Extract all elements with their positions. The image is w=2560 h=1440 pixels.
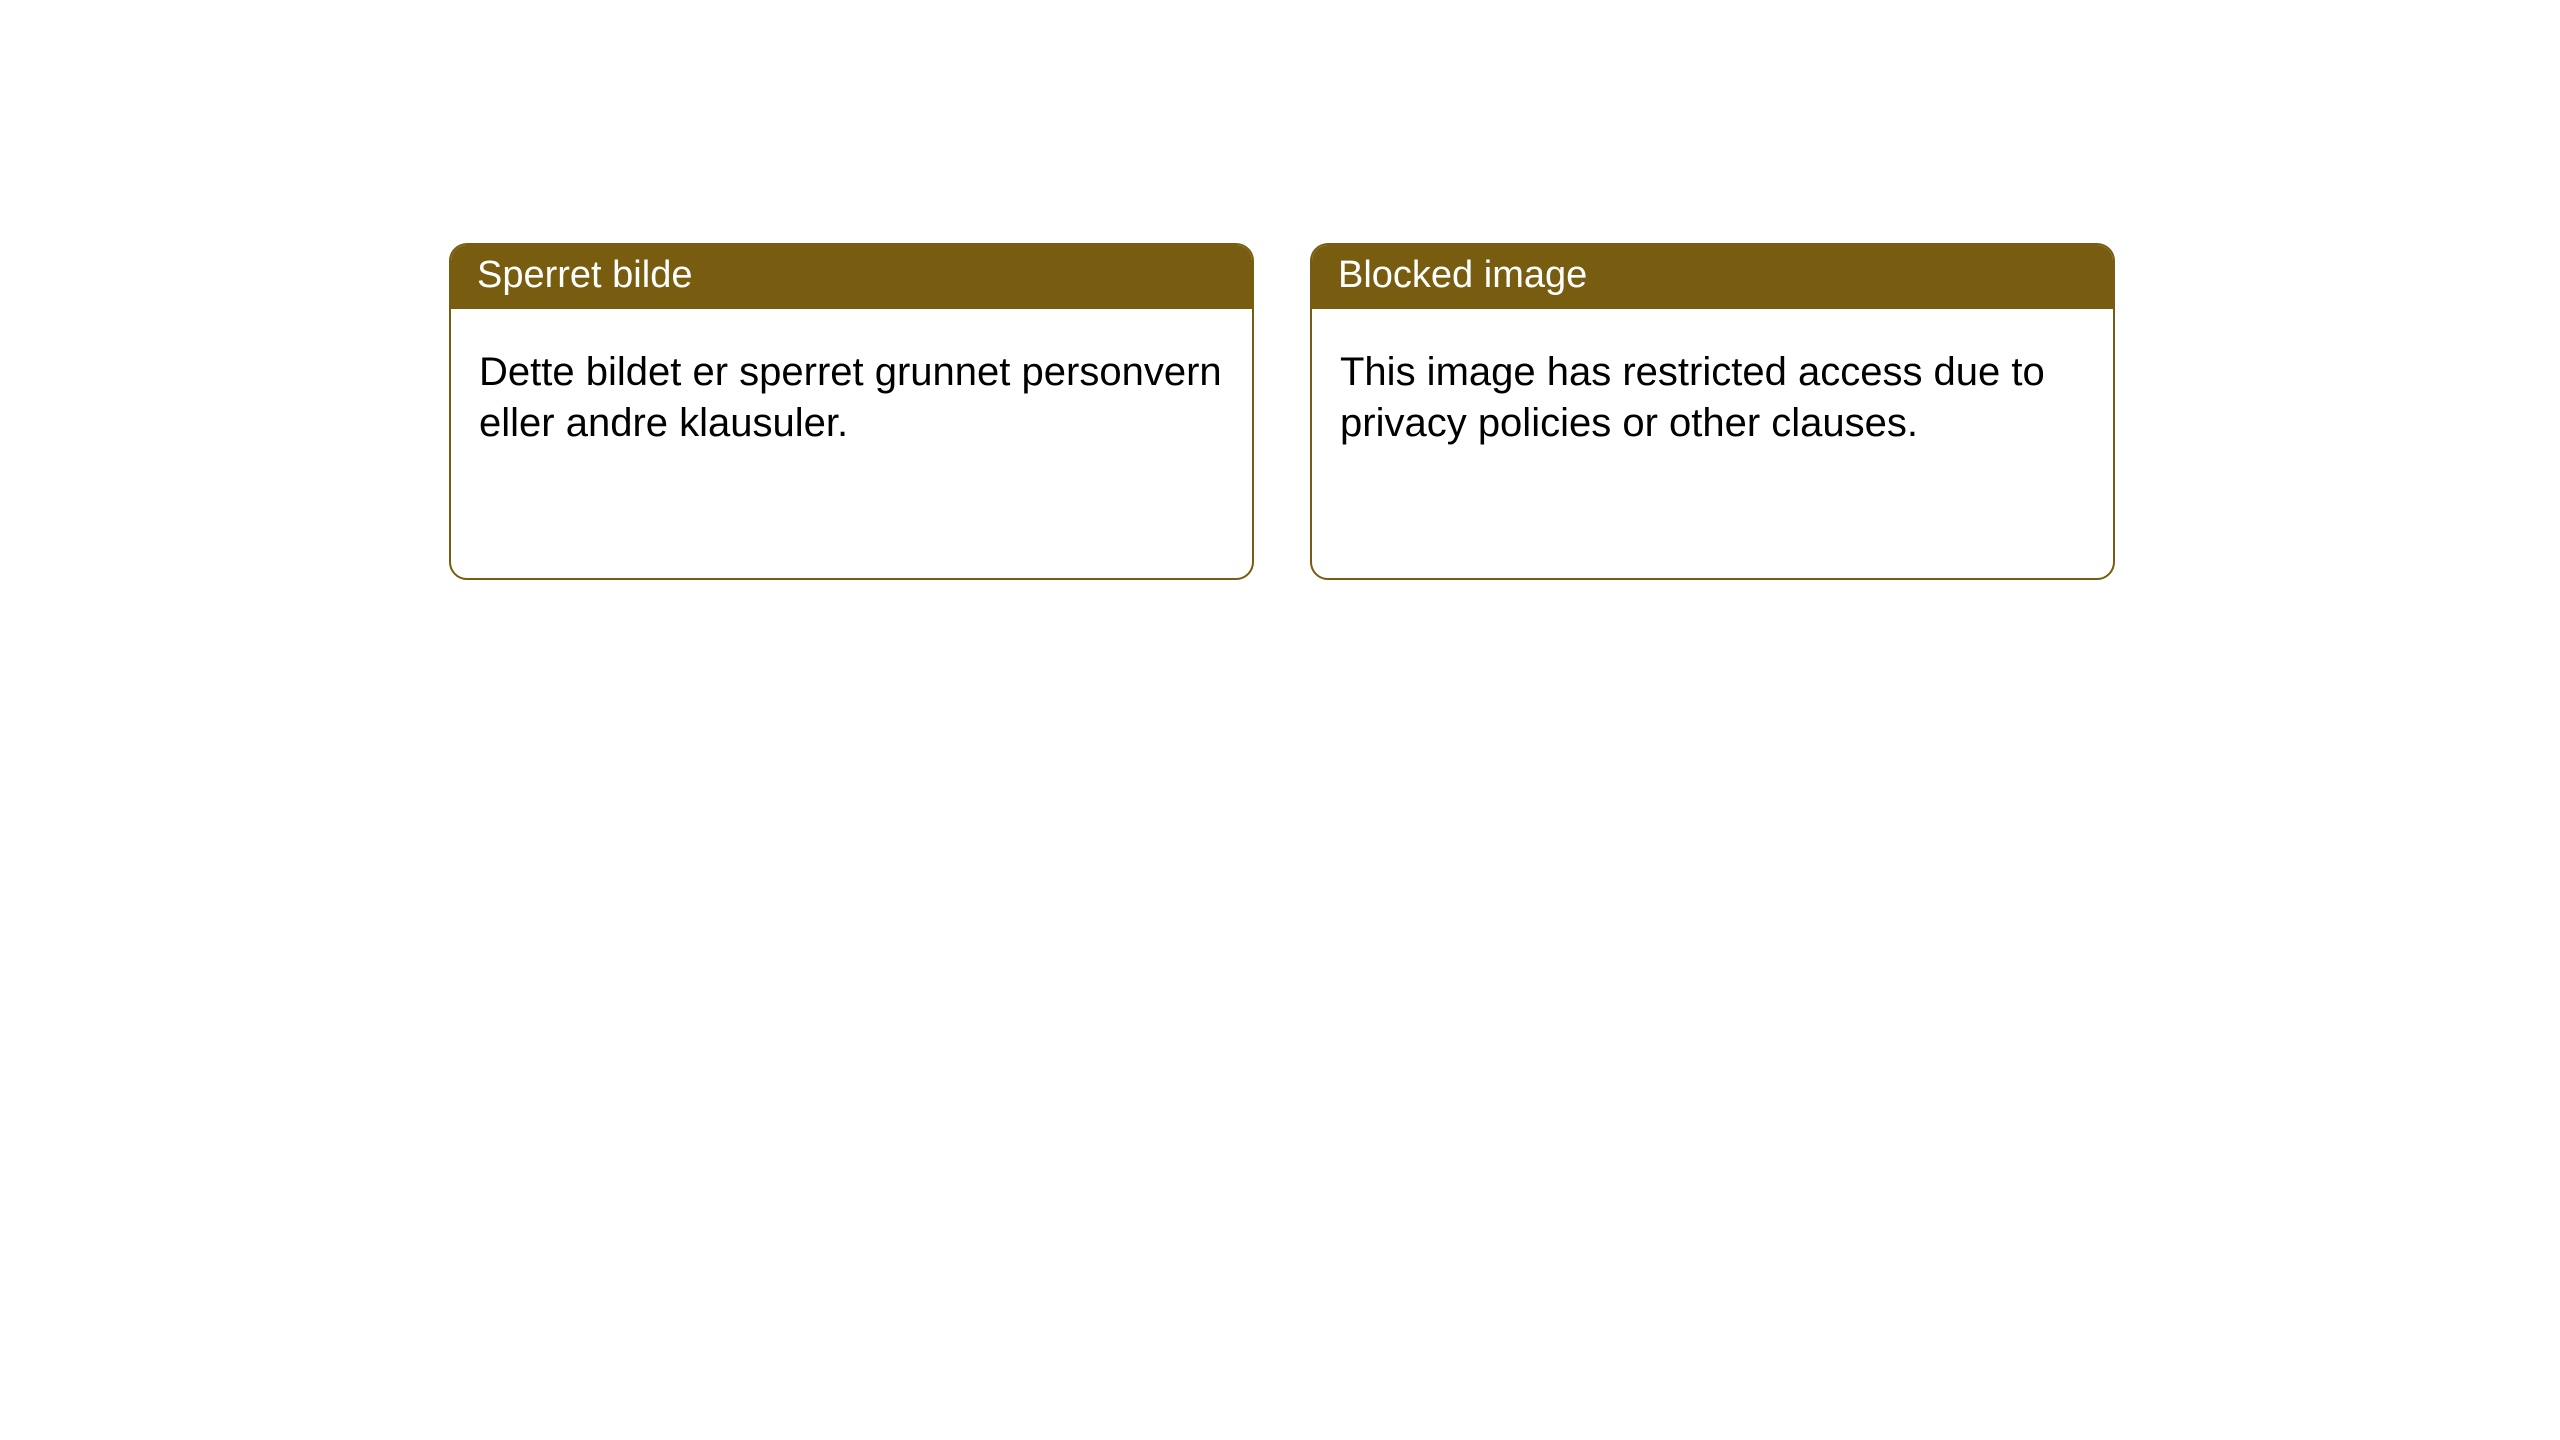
notice-header: Blocked image <box>1312 245 2113 309</box>
notice-header: Sperret bilde <box>451 245 1252 309</box>
notice-card-english: Blocked image This image has restricted … <box>1310 243 2115 580</box>
notice-body: This image has restricted access due to … <box>1312 309 2113 469</box>
notice-card-norwegian: Sperret bilde Dette bildet er sperret gr… <box>449 243 1254 580</box>
notice-container: Sperret bilde Dette bildet er sperret gr… <box>0 0 2560 580</box>
notice-body: Dette bildet er sperret grunnet personve… <box>451 309 1252 469</box>
